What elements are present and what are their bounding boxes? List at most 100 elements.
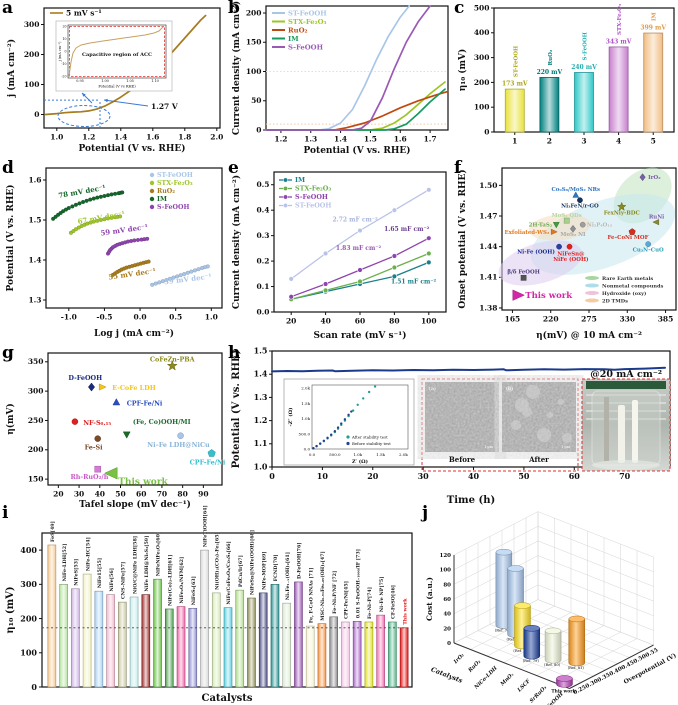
bar-label: CPF-Fe/Ni[45] — [344, 581, 350, 619]
legend-label: RuO₂ — [157, 188, 175, 195]
x-tick-label: 2.0 — [210, 133, 223, 142]
eis-x-tick: 2.0k — [399, 452, 408, 457]
legend-dot — [283, 186, 288, 191]
x-tick-label: 80 — [177, 490, 187, 499]
x-tick-label: 0 — [269, 471, 275, 481]
y-tick-label: 1.50 — [479, 181, 497, 190]
y-tick-label: 1.5 — [254, 345, 268, 355]
x-tick-label: 30 — [74, 490, 84, 499]
bar — [341, 621, 350, 688]
bar — [223, 607, 233, 688]
point-label: 2H-TaS₂ — [529, 223, 553, 229]
x-axis-label: Catalysts — [201, 693, 252, 704]
cylinder-top — [568, 615, 586, 623]
photo-electrode — [632, 400, 638, 463]
eis-y-tick: 2.0k — [301, 386, 310, 391]
inset-x-tick: 1.00 — [101, 79, 109, 83]
tafel-dot-ST-FeOOH — [185, 270, 190, 275]
y-axis-label: η₁₀ (mV) — [5, 586, 16, 633]
tafel-dot-IM — [81, 200, 86, 205]
eis-x-tick: 1.5k — [376, 452, 385, 457]
y-axis-label: j (mA cm⁻²) — [6, 39, 17, 98]
z-tick-label: 40 — [443, 612, 451, 618]
cdl-annotation: 2.72 mF cm⁻² — [332, 217, 378, 224]
legend-label: Rare Earth metals — [602, 276, 653, 282]
y-tick-label: 0 — [31, 682, 37, 692]
point-label: Rh-RuO₂/h — [70, 473, 108, 481]
marker — [556, 243, 562, 250]
catalyst-tick-label: MnOₓ — [499, 672, 515, 688]
legend-dot — [283, 203, 288, 208]
bar — [388, 621, 397, 688]
inset-x-label: Potential (V vs RHE) — [98, 85, 136, 89]
bar-name-label: S-FeOOH — [583, 32, 589, 60]
legend-label: Hydroxide (oxy) — [602, 290, 646, 297]
catalyst-tick-label: LSCF — [516, 678, 532, 694]
legend-dot — [149, 172, 155, 178]
y-tick-label: 100 — [246, 67, 262, 76]
bar-label: 0.01 S-FeOOH₊₁₀₀₀/IF [73] — [355, 549, 361, 618]
legend-label: S-FeOOH — [288, 43, 324, 51]
legend-dot — [149, 196, 155, 202]
eis-x-tick: 1.0k — [353, 452, 362, 457]
marker — [71, 418, 79, 425]
bar-label: Ni(OH)₂(CO₃)-Fe₂[65] — [213, 532, 220, 590]
tafel-dot-ST-FeOOH — [171, 275, 176, 280]
current-density-annotation: @20 mA cm⁻² — [590, 369, 662, 380]
marker — [572, 191, 580, 198]
inset-y-label: j (mA cm⁻²) — [58, 41, 62, 62]
x-tick-label: 1.4 — [334, 135, 347, 144]
legend-label: STX-Fe₂O₃ — [288, 18, 326, 26]
photo-base — [592, 460, 660, 470]
region-2D TMDs — [528, 213, 591, 241]
bar — [106, 594, 115, 688]
eis-y-tick: 1.0k — [301, 416, 310, 421]
eis-point — [322, 439, 326, 442]
point-label: CoFeZn-PBA — [150, 355, 196, 363]
marker — [166, 360, 178, 371]
x-tick-label: 1.8 — [178, 133, 191, 142]
marker — [628, 228, 636, 235]
grid-line — [519, 625, 605, 670]
point-label: Ni₂P₄O₁₂ — [587, 223, 613, 229]
bar-value-label: 240 mV — [571, 64, 597, 71]
y-tick-label: 350 — [28, 357, 44, 366]
z-tick-label: 60 — [443, 597, 451, 603]
x-tick-label: 1.6 — [394, 135, 407, 144]
bar — [94, 590, 104, 688]
legend-label: ST-FeOOH — [288, 9, 327, 17]
bar — [294, 581, 303, 688]
marker — [112, 398, 121, 406]
x-tick-label: 385 — [658, 315, 674, 324]
sem-scalebar: 1 μm — [484, 445, 494, 449]
y-tick-label: 0.0 — [256, 307, 269, 316]
bar-label: CNS-NiFe[57] — [121, 562, 127, 599]
inset-y-tick: -20 — [61, 75, 66, 79]
z-tick-label: 120 — [440, 553, 452, 559]
eis-point — [347, 413, 350, 417]
marker — [616, 201, 627, 212]
inset-box — [55, 20, 173, 92]
panel-b: b 1.2 1.3 1.4 1.5 1.6 1.7 0 50 100 150 200 Potentia… — [226, 0, 452, 160]
inset-y-tick: 10 — [62, 37, 66, 41]
inset-y-tick: 20 — [62, 25, 66, 29]
tafel-dot-IM — [70, 204, 75, 209]
bar — [258, 592, 268, 688]
catalyst-tick-label: SrRuO₃ — [529, 684, 549, 704]
bar — [164, 608, 174, 688]
x-tick-label: 60 — [569, 471, 581, 481]
bar-value-label: 220 mV — [537, 69, 563, 76]
point-STX-Fe₂O₃ — [322, 287, 329, 294]
point-label: Fe-Si — [85, 443, 104, 451]
lsv-curve — [44, 14, 207, 116]
bar — [59, 584, 68, 688]
bar — [82, 573, 92, 688]
tafel-dot-IM — [95, 195, 100, 200]
bar-label: NiFe15[55] — [97, 558, 103, 588]
grid-line — [537, 511, 654, 558]
cylinder-LSCF — [544, 630, 562, 664]
marker — [550, 228, 558, 235]
x-tick-label: 220 — [543, 315, 559, 324]
